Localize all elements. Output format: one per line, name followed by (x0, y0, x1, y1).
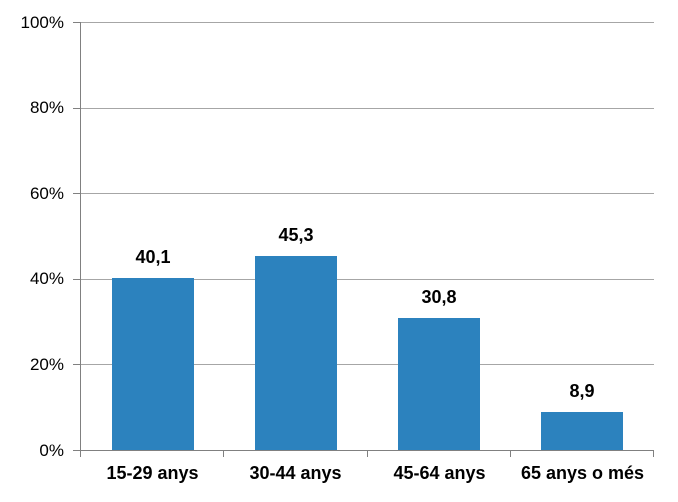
x-axis-category-label: 30-44 anys (249, 463, 342, 483)
x-axis-tick-mark (510, 451, 511, 457)
x-axis-tick-mark (223, 451, 224, 457)
y-axis-tick-label: 100% (20, 13, 64, 32)
bar (255, 256, 337, 450)
y-axis-tick-mark (73, 450, 80, 451)
y-axis-tick-label: 60% (29, 184, 64, 203)
bar (112, 278, 194, 450)
y-axis-tick-mark (73, 108, 80, 109)
y-axis-tick-mark (73, 279, 80, 280)
x-axis-category-label: 45-64 anys (393, 463, 486, 483)
gridline (81, 193, 654, 194)
y-axis-tick-mark (73, 193, 80, 194)
gridline (81, 108, 654, 109)
bar-value-label: 40,1 (135, 247, 171, 267)
bar (541, 412, 623, 450)
gridline (81, 364, 654, 365)
x-axis-category-label: 65 anys o més (520, 463, 645, 483)
y-axis-tick-label: 20% (29, 355, 64, 374)
x-axis-tick-mark (367, 451, 368, 457)
bar-value-label: 30,8 (421, 287, 457, 307)
y-axis-tick-mark (73, 22, 80, 23)
gridline (81, 22, 654, 23)
plot-area: 40,1 45,3 30,8 8,9 (80, 22, 654, 451)
bar-value-label: 8,9 (569, 381, 595, 401)
x-axis-category-label: 15-29 anys (106, 463, 199, 483)
y-axis-tick-label: 0% (39, 441, 64, 460)
y-axis-tick-mark (73, 364, 80, 365)
y-axis-tick-label: 80% (29, 98, 64, 117)
gridline (81, 279, 654, 280)
y-axis-tick-label: 40% (29, 269, 64, 288)
x-axis-tick-mark (653, 451, 654, 457)
bar (398, 318, 480, 450)
bar-value-label: 45,3 (278, 225, 314, 245)
x-axis-tick-mark (80, 451, 81, 457)
